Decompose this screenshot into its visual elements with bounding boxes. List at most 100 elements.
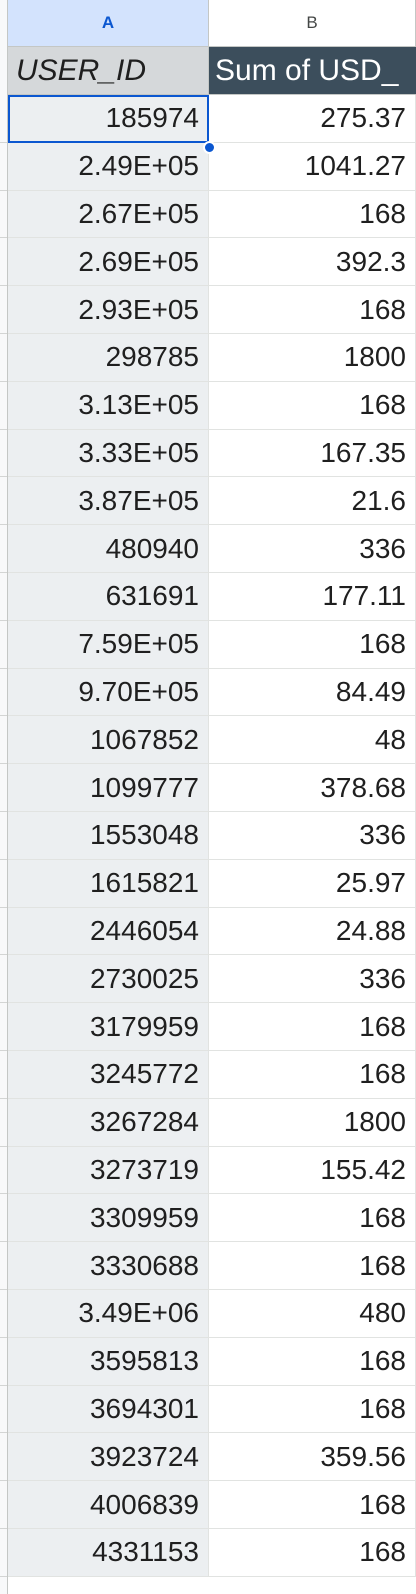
cell-user-id[interactable]: 4006839 [8, 1481, 209, 1528]
row-divider [0, 1480, 7, 1482]
cell-user-id[interactable]: 631691 [8, 572, 209, 620]
cell-user-id[interactable]: 1099777 [8, 764, 209, 811]
cell-user-id[interactable]: 480940 [8, 525, 209, 572]
cell-user-id[interactable]: 3267284 [8, 1098, 209, 1146]
cell-user-id[interactable]: 3330688 [8, 1242, 209, 1289]
cell-sum-usd[interactable]: 168 [209, 286, 416, 333]
cell-sum-usd[interactable]: 168 [209, 1528, 416, 1576]
cell-user-id[interactable]: 3245772 [8, 1050, 209, 1098]
cell-user-id[interactable]: 2730025 [8, 955, 209, 1003]
row-divider [0, 380, 7, 382]
cell-user-id[interactable]: 3595813 [8, 1337, 209, 1385]
cell-user-id[interactable]: 9.70E+05 [8, 668, 209, 716]
cell-user-id[interactable]: 3.87E+05 [8, 477, 209, 525]
cell-user-id[interactable]: 3.13E+05 [8, 381, 209, 429]
cell-sum-usd[interactable]: 168 [209, 620, 416, 668]
cell-sum-usd[interactable]: 168 [209, 1003, 416, 1050]
table-row: 3694301 168 [8, 1385, 416, 1434]
cell-sum-usd[interactable]: 336 [209, 811, 416, 859]
cell-user-id[interactable]: 2.93E+05 [8, 286, 209, 333]
table-row: 480940 336 [8, 525, 416, 573]
table-row: 2446054 24.88 [8, 907, 416, 956]
cell-sum-usd-header[interactable]: Sum of USD_ [209, 47, 416, 95]
cell-sum-usd[interactable]: 378.68 [209, 764, 416, 811]
cell-user-id-header[interactable]: USER_ID [8, 47, 209, 95]
row-divider [0, 763, 7, 765]
cell-sum-usd[interactable]: 24.88 [209, 907, 416, 955]
cell-user-id[interactable]: 3923724 [8, 1433, 209, 1481]
cell-sum-usd[interactable]: 168 [209, 1242, 416, 1289]
table-row: 2.49E+05 1041.27 [8, 142, 416, 191]
cell-user-id[interactable]: 7.59E+05 [8, 620, 209, 668]
row-divider [0, 1528, 7, 1529]
cell-user-id[interactable]: 185974 [8, 95, 209, 142]
cell-sum-usd[interactable]: 392.3 [209, 238, 416, 286]
column-header-a[interactable]: A [8, 0, 209, 47]
cell-user-id[interactable]: 2.49E+05 [8, 142, 209, 190]
table-row: 1553048 336 [8, 811, 416, 860]
cell-sum-usd[interactable]: 480 [209, 1289, 416, 1337]
column-header-b[interactable]: B [209, 0, 416, 47]
cell-sum-usd[interactable]: 168 [209, 1385, 416, 1433]
cell-user-id[interactable]: 2.69E+05 [8, 238, 209, 286]
cell-sum-usd[interactable]: 1800 [209, 333, 416, 381]
cell-sum-usd[interactable]: 167.35 [209, 429, 416, 477]
cell-user-id[interactable]: 3309959 [8, 1194, 209, 1242]
cell-user-id[interactable]: 3273719 [8, 1146, 209, 1194]
cell-user-id[interactable]: 3694301 [8, 1385, 209, 1433]
cell-sum-usd[interactable]: 168 [209, 1481, 416, 1528]
cell-sum-usd[interactable]: 168 [209, 1337, 416, 1385]
cell-sum-usd[interactable]: 168 [209, 190, 416, 238]
table-row: 3595813 168 [8, 1337, 416, 1386]
cell-sum-usd[interactable]: 336 [209, 525, 416, 572]
cell-user-id[interactable]: 3.33E+05 [8, 429, 209, 477]
cell-sum-usd[interactable]: 168 [209, 1194, 416, 1242]
row-divider [0, 428, 7, 430]
cell-sum-usd[interactable]: 359.56 [209, 1433, 416, 1481]
cell-sum-usd[interactable]: 1041.27 [209, 142, 416, 190]
row-divider [0, 1289, 7, 1290]
cell-user-id[interactable]: 3.49E+06 [8, 1289, 209, 1337]
table-row: 3923724 359.56 [8, 1433, 416, 1482]
row-divider [0, 858, 7, 860]
row-divider [0, 1002, 7, 1004]
table-row: 1067852 48 [8, 716, 416, 765]
cell-sum-usd[interactable]: 21.6 [209, 477, 416, 525]
table-row: 2.67E+05 168 [8, 190, 416, 239]
table-row: 298785 1800 [8, 333, 416, 382]
row-divider [0, 1575, 7, 1577]
cell-user-id[interactable]: 1067852 [8, 716, 209, 764]
row-divider [0, 1432, 7, 1434]
table-row: 3179959 168 [8, 1003, 416, 1051]
table-row: 3330688 168 [8, 1242, 416, 1290]
cell-user-id[interactable]: 1615821 [8, 859, 209, 907]
row-divider [0, 619, 7, 621]
cell-sum-usd[interactable]: 25.97 [209, 859, 416, 907]
cell-user-id[interactable]: 298785 [8, 333, 209, 381]
cell-sum-usd[interactable]: 155.42 [209, 1146, 416, 1194]
table-row: 9.70E+05 84.49 [8, 668, 416, 717]
row-divider [0, 333, 7, 334]
row-divider [0, 285, 7, 287]
cell-sum-usd[interactable]: 336 [209, 955, 416, 1003]
cell-user-id[interactable]: 2.67E+05 [8, 190, 209, 238]
cell-sum-usd[interactable]: 1800 [209, 1098, 416, 1146]
fill-handle[interactable] [203, 141, 216, 154]
cell-user-id[interactable]: 1553048 [8, 811, 209, 859]
cell-user-id[interactable]: 3179959 [8, 1003, 209, 1050]
row-divider [0, 572, 7, 573]
row-divider [0, 237, 7, 239]
cell-user-id[interactable]: 2446054 [8, 907, 209, 955]
cell-sum-usd[interactable]: 168 [209, 381, 416, 429]
table-row: 3267284 1800 [8, 1098, 416, 1147]
cell-sum-usd[interactable]: 48 [209, 716, 416, 764]
table-row: 4006839 168 [8, 1481, 416, 1529]
row-divider [0, 715, 7, 717]
cell-user-id[interactable]: 4331153 [8, 1528, 209, 1576]
cell-sum-usd[interactable]: 168 [209, 1050, 416, 1098]
table-row: 1615821 25.97 [8, 859, 416, 908]
cell-sum-usd[interactable]: 84.49 [209, 668, 416, 716]
cell-sum-usd[interactable]: 177.11 [209, 572, 416, 620]
cell-sum-usd[interactable]: 275.37 [209, 95, 416, 142]
